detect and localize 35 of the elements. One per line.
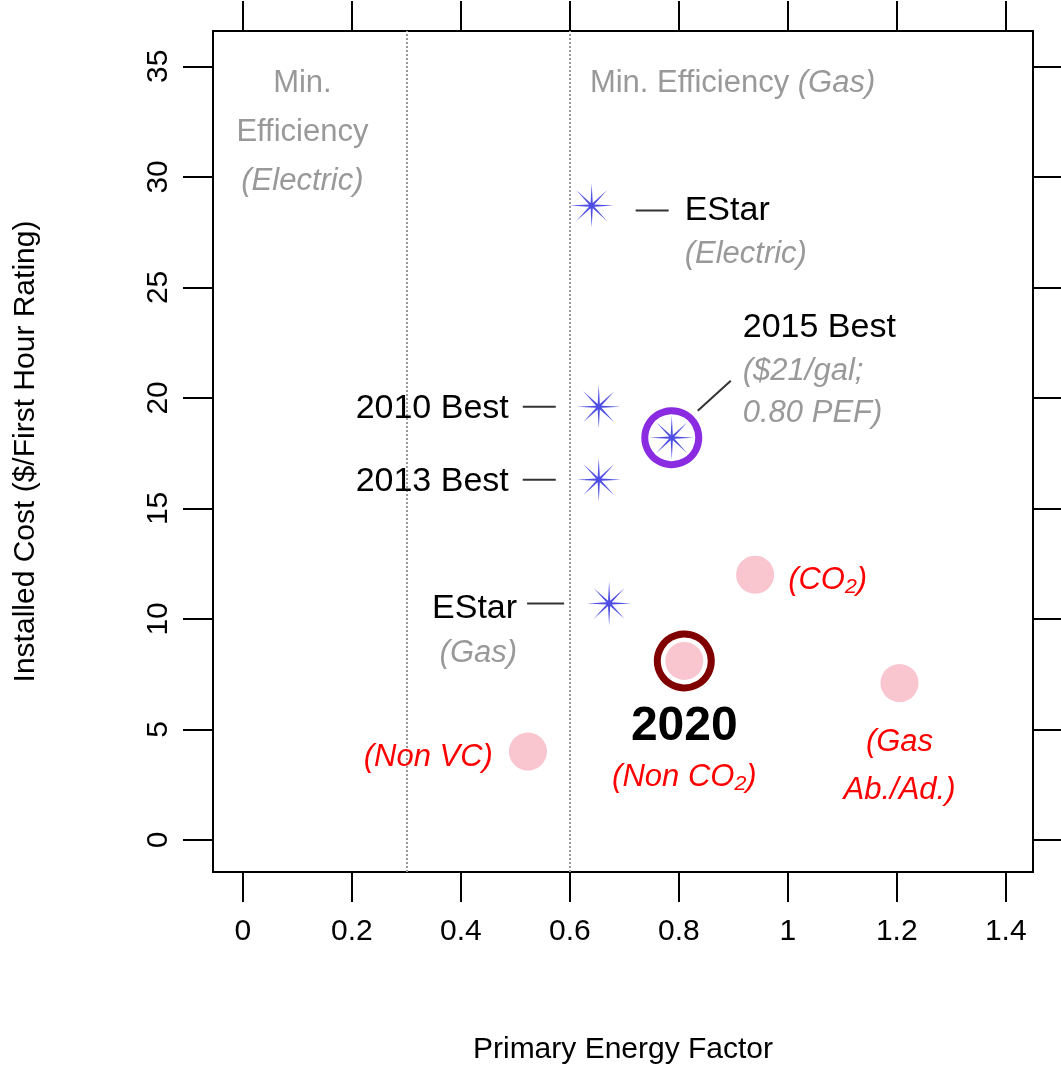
point: [569, 183, 614, 228]
ref-line-label: Min. Efficiency (Gas): [589, 64, 876, 99]
y-tick-label: 5: [139, 721, 173, 738]
annotation: 2010 Best: [355, 386, 510, 425]
x-tick-label: 1: [779, 912, 797, 946]
x-tick-label: 0.2: [331, 912, 373, 946]
x-tick-label: 1.4: [984, 912, 1027, 946]
y-tick-label: 10: [139, 602, 173, 636]
y-tick-label: 0: [139, 831, 173, 849]
annotation: EStar (Electric): [684, 188, 807, 271]
point: [508, 732, 547, 771]
y-axis-title: Installed Cost ($/First Hour Rating): [6, 220, 40, 683]
annotation: 2015 Best ($21/gal; 0.80 PEF): [742, 305, 897, 430]
ref-line-label: Min. Efficiency (Electric): [236, 64, 369, 197]
annotation: 2013 Best: [355, 459, 510, 498]
annotation: (Gas Ab./Ad.): [841, 722, 956, 806]
annotation: EStar (Gas): [432, 587, 518, 669]
x-tick-label: 0: [234, 912, 252, 946]
x-axis-title: Primary Energy Factor: [472, 1030, 774, 1064]
point: [653, 630, 715, 692]
x-tick-label: 0.4: [440, 912, 482, 946]
y-tick-label: 20: [139, 381, 173, 415]
point: [880, 664, 919, 703]
x-tick-label: 0.8: [657, 912, 700, 946]
point: [736, 555, 775, 594]
y-tick-label: 15: [139, 491, 173, 526]
annotation: (CO₂): [788, 561, 868, 597]
annotation: (Non VC): [363, 738, 493, 774]
y-tick-label: 25: [139, 270, 173, 305]
point: [641, 407, 703, 469]
y-tick-label: 35: [139, 49, 173, 84]
x-tick-label: 1.2: [875, 912, 918, 946]
annotation: 2020 (Non CO₂): [612, 697, 757, 794]
x-tick-label: 0.6: [549, 912, 591, 946]
y-tick-label: 30: [139, 160, 173, 194]
